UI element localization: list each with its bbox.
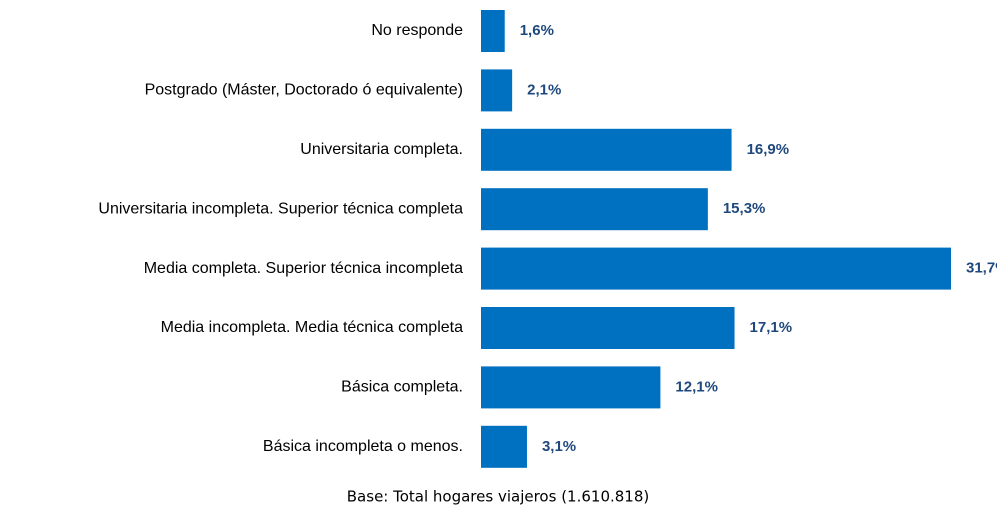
- value-label: 17,1%: [750, 319, 793, 336]
- value-label: 2,1%: [527, 81, 561, 98]
- category-label: Básica incompleta o menos.: [263, 438, 463, 455]
- bar: [481, 128, 732, 171]
- bar: [481, 307, 735, 349]
- value-label: 15,3%: [723, 200, 766, 217]
- bar: [481, 366, 661, 409]
- value-label: 16,9%: [747, 141, 790, 158]
- bar: [481, 425, 527, 468]
- category-label: Postgrado (Máster, Doctorado ó equivalen…: [145, 82, 463, 99]
- bar: [481, 188, 708, 231]
- category-label: Universitaria incompleta. Superior técni…: [98, 200, 463, 217]
- value-label: 3,1%: [542, 438, 576, 455]
- value-label: 31,7%: [966, 260, 997, 277]
- category-label: Media incompleta. Media técnica completa: [161, 319, 463, 336]
- category-label: No responde: [371, 22, 463, 39]
- bar: [481, 10, 505, 52]
- category-label: Media completa. Superior técnica incompl…: [144, 260, 463, 277]
- bar: [481, 69, 513, 112]
- bar: [481, 247, 951, 290]
- category-label: Universitaria completa.: [300, 141, 463, 158]
- value-label: 12,1%: [675, 378, 718, 395]
- caption: Base: Total hogares viajeros (1.610.818): [347, 488, 649, 506]
- category-label: Básica completa.: [341, 379, 463, 396]
- value-label: 1,6%: [520, 22, 554, 39]
